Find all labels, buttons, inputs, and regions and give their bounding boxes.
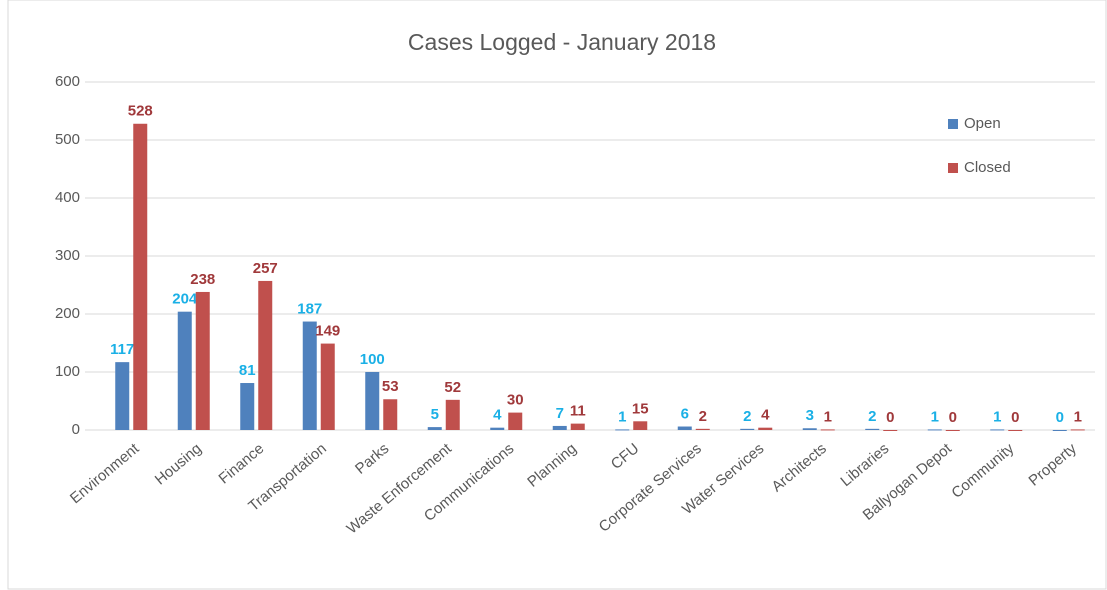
data-label: 528: [128, 103, 153, 120]
legend-swatch: [948, 163, 958, 173]
y-tick-label: 400: [55, 189, 80, 206]
data-label: 100: [360, 351, 385, 368]
bar: [427, 427, 442, 430]
data-label: 0: [1011, 409, 1019, 426]
data-label: 1: [618, 408, 626, 425]
y-tick-label: 200: [55, 305, 80, 322]
data-label: 1: [824, 408, 832, 425]
data-label: 1: [931, 408, 939, 425]
data-label: 257: [253, 260, 278, 277]
data-label: 7: [556, 405, 564, 422]
bar: [883, 430, 898, 431]
bar: [445, 399, 460, 430]
bar: [615, 429, 630, 431]
bar: [927, 429, 942, 431]
x-tick-label: Parks: [352, 440, 392, 478]
y-tick-label: 100: [55, 363, 80, 380]
x-tick-label: Waste Enforcement: [343, 440, 455, 538]
y-tick-label: 600: [55, 73, 80, 90]
x-tick-label: Community: [948, 440, 1017, 502]
bar: [695, 428, 710, 430]
bar: [115, 362, 130, 430]
bar: [570, 423, 585, 430]
data-label: 2: [699, 408, 707, 425]
data-label: 117: [110, 341, 134, 358]
data-label: 1: [1074, 408, 1082, 425]
data-label: 5: [431, 406, 439, 423]
bar: [552, 425, 567, 430]
bar: [633, 421, 648, 430]
x-tick-label: Housing: [152, 440, 205, 488]
data-label: 6: [681, 405, 689, 422]
data-label: 1: [993, 408, 1001, 425]
bar: [1070, 429, 1085, 431]
bar: [302, 321, 317, 430]
legend-label: Closed: [964, 159, 1011, 176]
bar: [195, 291, 210, 430]
y-tick-label: 300: [55, 247, 80, 264]
bar: [133, 123, 148, 430]
data-label: 53: [382, 378, 399, 395]
bar: [1008, 430, 1023, 431]
chart-title: Cases Logged - January 2018: [408, 29, 716, 55]
bar: [865, 428, 880, 430]
bar: [802, 428, 817, 430]
bar: [240, 383, 255, 430]
legend-swatch: [948, 119, 958, 129]
x-tick-label: Architects: [768, 440, 829, 495]
bar: [508, 412, 523, 430]
bar: [1052, 430, 1067, 431]
data-label: 15: [632, 400, 649, 417]
bar: [320, 343, 335, 430]
bar: [990, 429, 1005, 431]
data-label: 30: [507, 392, 524, 409]
y-tick-label: 0: [72, 421, 80, 438]
data-label: 0: [949, 409, 957, 426]
bar: [677, 426, 692, 430]
data-label: 0: [1056, 409, 1064, 426]
x-tick-label: Finance: [216, 440, 268, 487]
y-tick-label: 500: [55, 131, 80, 148]
legend-label: Open: [964, 115, 1001, 132]
bar: [258, 280, 273, 430]
bar: [383, 399, 398, 430]
data-label: 204: [172, 291, 198, 308]
data-label: 81: [239, 362, 256, 379]
x-tick-label: Property: [1026, 440, 1081, 490]
bar: [945, 430, 960, 431]
data-label: 2: [868, 408, 876, 425]
data-label: 187: [297, 301, 322, 318]
data-label: 4: [493, 407, 502, 424]
data-label: 11: [570, 403, 586, 420]
bar: [820, 429, 835, 431]
bar: [177, 311, 192, 430]
data-label: 149: [315, 323, 340, 340]
x-tick-label: CFU: [608, 440, 643, 473]
x-tick-label: Libraries: [837, 440, 892, 490]
bar: [740, 428, 755, 430]
bar: [758, 427, 773, 430]
x-tick-label: Planning: [524, 440, 580, 491]
data-label: 2: [743, 408, 751, 425]
bar: [490, 427, 505, 430]
x-tick-label: Environment: [67, 440, 143, 508]
data-label: 0: [886, 409, 894, 426]
data-label: 52: [444, 379, 461, 396]
data-label: 238: [190, 271, 215, 288]
data-label: 4: [761, 407, 770, 424]
chart-frame: [7, 0, 1107, 590]
x-tick-label: Corporate Services: [596, 440, 705, 536]
bar: [365, 372, 380, 430]
data-label: 3: [806, 407, 814, 424]
